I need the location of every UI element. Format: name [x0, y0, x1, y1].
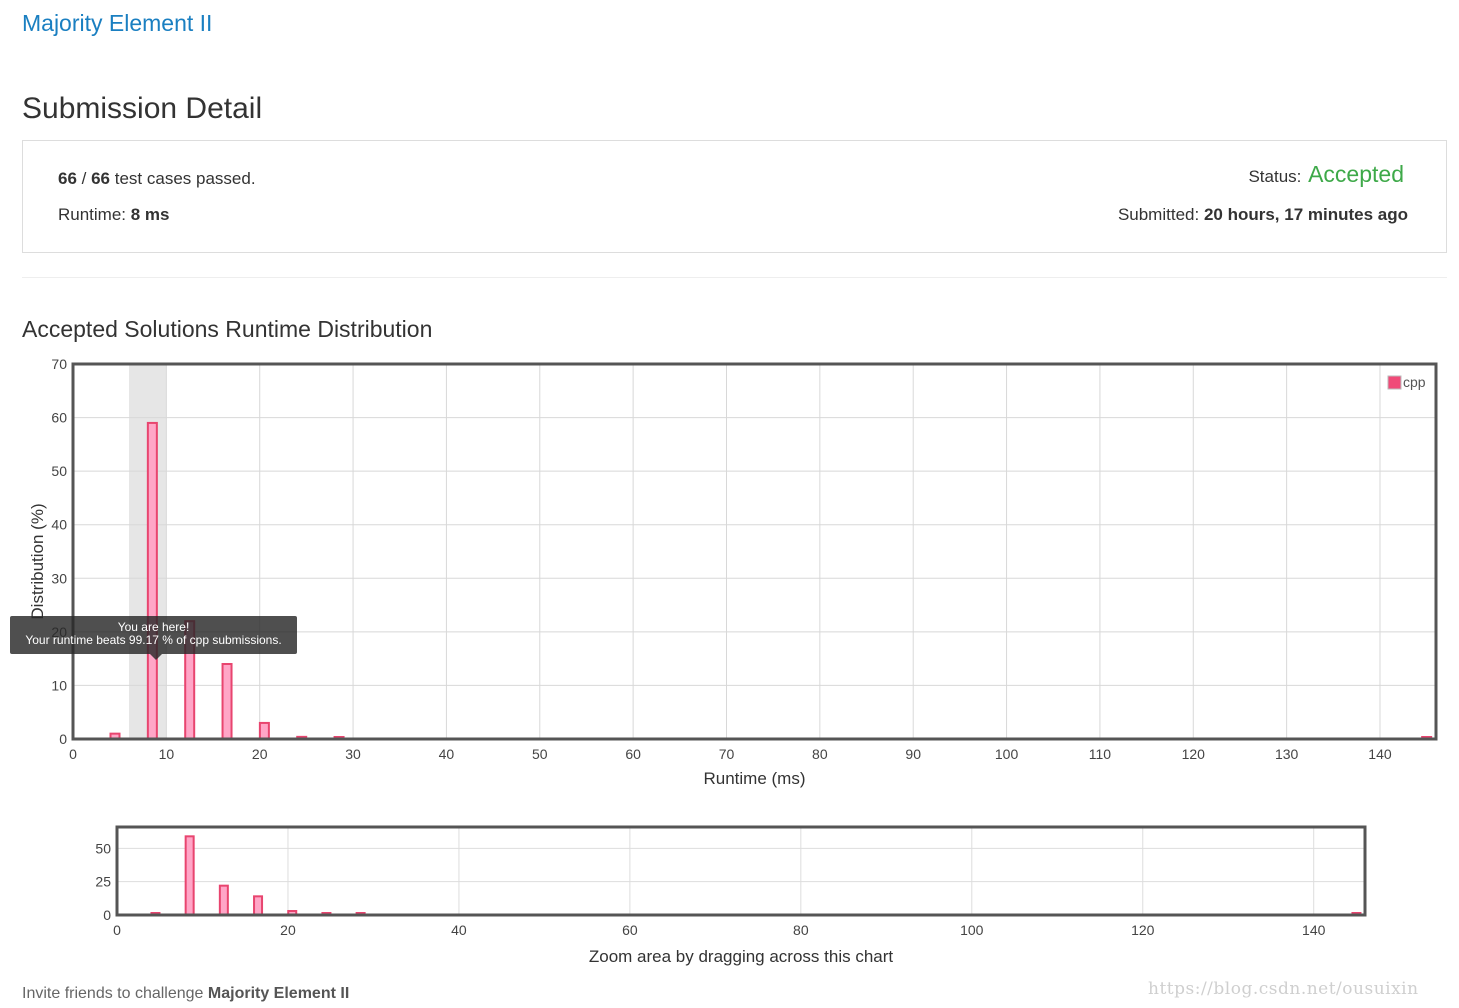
runtime-label: Runtime: [58, 205, 131, 224]
x-tick-label: 70 [719, 746, 735, 762]
plot-area [117, 827, 1365, 915]
zoom-histogram: 0 20 40 60 80 100 120 140 0 25 50 Zoom area by drag… [95, 825, 1367, 966]
y-tick-label: 0 [59, 731, 67, 747]
legend-label: cpp [1403, 374, 1426, 390]
y-tick-label: 60 [51, 410, 67, 426]
page-title: Submission Detail [22, 92, 263, 125]
histogram-bar [146, 421, 158, 740]
invite-text: Invite friends to challenge Majority Ele… [22, 985, 349, 1003]
x-tick-label: 30 [345, 746, 361, 762]
x-tick-label: 0 [113, 922, 121, 938]
x-axis-label: Zoom area by dragging across this chart [589, 947, 894, 966]
main-histogram: 0102030405060708090100110120130140010203… [28, 356, 1438, 788]
x-axis-label: Runtime (ms) [703, 769, 805, 788]
total-count: 66 [91, 169, 111, 188]
x-tick-label: 40 [439, 746, 455, 762]
x-tick-label: 90 [905, 746, 921, 762]
plot-frame [115, 825, 1367, 917]
x-tick-label: 0 [69, 746, 77, 762]
passed-suffix: test cases passed. [110, 169, 256, 188]
histogram-bar [184, 835, 195, 916]
status-label: Status: [1248, 167, 1307, 186]
y-tick-label: 50 [95, 840, 111, 856]
x-tick-label: 20 [280, 922, 296, 938]
section-title: Accepted Solutions Runtime Distribution [22, 316, 433, 342]
plot-frame [71, 362, 1438, 741]
x-tick-label: 100 [960, 922, 984, 938]
submitted-line: Submitted: 20 hours, 17 minutes ago [1118, 205, 1408, 225]
x-tick-label: 40 [451, 922, 467, 938]
y-axis-label: Distribution (%) [28, 503, 47, 619]
y-tick-label: 30 [51, 570, 67, 586]
submission-detail-panel: 66 / 66 test cases passed. Runtime: 8 ms… [22, 140, 1447, 253]
tooltip-title: You are here! [117, 620, 190, 634]
x-tick-label: 80 [793, 922, 809, 938]
histogram-bar [253, 895, 264, 916]
invite-problem-link[interactable]: Majority Element II [207, 985, 350, 1002]
y-tick-label: 40 [51, 517, 67, 533]
problem-title-link[interactable]: Majority Element II [22, 10, 213, 36]
plot-area [73, 364, 1436, 739]
histogram-bar [221, 663, 233, 740]
passed-count: 66 [58, 169, 77, 188]
y-tick-label: 10 [51, 677, 67, 693]
histogram-bar [258, 721, 270, 741]
runtime-value: 8 ms [130, 205, 170, 224]
x-tick-label: 110 [1089, 746, 1112, 762]
x-tick-label: 130 [1275, 746, 1299, 762]
you-are-here-tooltip: You are here! Your runtime beats 99.17 %… [10, 616, 297, 654]
x-tick-label: 60 [622, 922, 638, 938]
x-tick-label: 60 [625, 746, 641, 762]
y-tick-label: 25 [95, 874, 111, 890]
x-tick-label: 80 [812, 746, 828, 762]
x-tick-label: 20 [252, 746, 268, 762]
x-tick-label: 10 [159, 746, 175, 762]
submitted-value: 20 hours, 17 minutes ago [1203, 205, 1408, 224]
test-cases-summary: 66 / 66 test cases passed. [58, 169, 256, 189]
runtime-line: Runtime: 8 ms [58, 205, 170, 225]
x-tick-label: 120 [1182, 746, 1206, 762]
tooltip-detail: Your runtime beats 99.17 % of cpp submis… [25, 633, 282, 647]
x-tick-label: 120 [1131, 922, 1155, 938]
y-tick-label: 0 [103, 907, 111, 923]
count-separator: / [76, 169, 92, 188]
x-tick-label: 140 [1368, 746, 1392, 762]
submitted-label: Submitted: [1117, 205, 1204, 224]
invite-prefix: Invite friends to challenge [22, 985, 208, 1002]
x-tick-label: 140 [1302, 922, 1326, 938]
watermark: https://blog.csdn.net/ousuixin [1148, 979, 1419, 999]
y-tick-label: 70 [51, 356, 67, 372]
x-tick-label: 50 [532, 746, 548, 762]
histogram-bar [218, 884, 229, 917]
y-tick-label: 50 [51, 463, 67, 479]
section-divider [22, 277, 1447, 278]
legend-swatch [1387, 375, 1402, 390]
tooltip-arrow [150, 654, 162, 660]
x-tick-label: 100 [995, 746, 1019, 762]
status-line: Status: Accepted [1248, 161, 1404, 188]
status-accepted[interactable]: Accepted [1308, 161, 1404, 187]
